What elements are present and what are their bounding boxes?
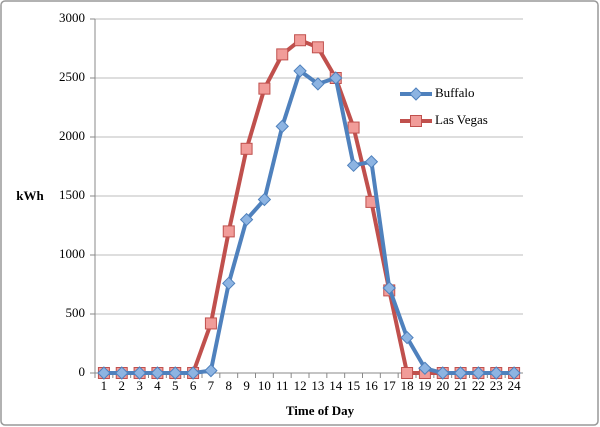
point (97, 366, 111, 380)
x-tick-label: 13 (311, 378, 324, 393)
legend-label: Las Vegas (435, 112, 488, 127)
point (275, 119, 289, 134)
x-axis-label: Time of Day (286, 403, 355, 418)
point (346, 158, 361, 173)
x-tick-label: 4 (154, 378, 161, 393)
point (453, 366, 468, 380)
y-tick-label: 500 (66, 305, 86, 320)
x-tick-label: 15 (347, 378, 360, 393)
legend-label: Buffalo (435, 85, 474, 100)
y-tick-label: 2500 (59, 69, 85, 84)
point (471, 366, 486, 380)
point (364, 155, 379, 169)
x-tick-label: 7 (208, 378, 215, 393)
x-tick-label: 23 (490, 378, 503, 393)
point (150, 366, 165, 380)
point (240, 142, 253, 155)
point (436, 366, 450, 380)
y-tick-label: 1500 (59, 187, 85, 202)
y-tick-label: 0 (79, 364, 86, 379)
x-tick-label: 21 (454, 378, 467, 393)
point (222, 225, 235, 238)
y-tick-label: 1000 (59, 246, 85, 261)
x-tick-label: 17 (383, 378, 397, 393)
point (507, 366, 521, 380)
y-axis-label: kWh (16, 188, 44, 203)
point (489, 366, 503, 380)
point (257, 192, 272, 207)
point (418, 361, 432, 375)
point (186, 366, 200, 380)
x-tick-label: 22 (472, 378, 485, 393)
point (276, 48, 289, 61)
point (258, 82, 271, 95)
x-tick-label: 14 (329, 378, 343, 393)
legend-marker (409, 87, 423, 101)
point (347, 121, 360, 134)
x-tick-label: 24 (508, 378, 522, 393)
x-tick-label: 1 (101, 378, 108, 393)
x-tick-label: 19 (418, 378, 431, 393)
x-tick-label: 2 (119, 378, 126, 393)
point (204, 317, 217, 330)
point (400, 330, 414, 345)
point (132, 366, 147, 380)
x-tick-label: 16 (365, 378, 379, 393)
x-tick-label: 20 (436, 378, 449, 393)
point (293, 64, 307, 78)
x-tick-label: 18 (401, 378, 414, 393)
point (239, 212, 254, 227)
point (311, 41, 324, 54)
point (382, 281, 396, 295)
point (294, 34, 307, 47)
x-tick-label: 8 (226, 378, 233, 393)
point (401, 367, 414, 379)
point (204, 363, 218, 378)
y-tick-label: 3000 (59, 10, 85, 25)
x-tick-label: 6 (190, 378, 197, 393)
x-tick-label: 3 (136, 378, 143, 393)
x-tick-label: 5 (172, 378, 179, 393)
point (311, 77, 325, 91)
x-tick-label: 12 (294, 378, 307, 393)
point (329, 71, 343, 85)
point (115, 366, 129, 380)
legend-marker (410, 115, 422, 127)
x-tick-label: 11 (276, 378, 289, 393)
x-tick-label: 9 (243, 378, 250, 393)
y-tick-label: 2000 (59, 128, 85, 143)
point (222, 276, 236, 291)
point (168, 366, 182, 380)
x-tick-label: 10 (258, 378, 271, 393)
